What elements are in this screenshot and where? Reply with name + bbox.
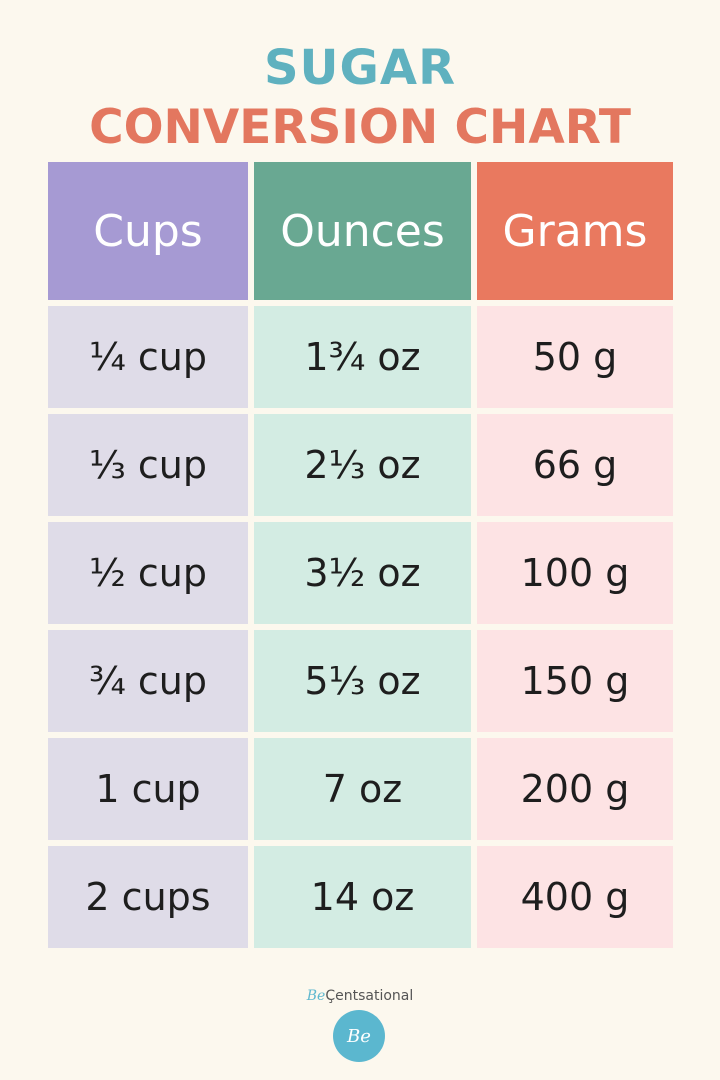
cell-ounces: 3½ oz: [254, 522, 471, 624]
cell-cups: 2 cups: [48, 846, 248, 948]
cell-ounces: 14 oz: [254, 846, 471, 948]
title-line-2: CONVERSION CHART: [89, 100, 631, 155]
cell-cups: ½ cup: [48, 522, 248, 624]
brand-name: Çentsational: [325, 988, 414, 1004]
cell-ounces: 5⅓ oz: [254, 630, 471, 732]
header-ounces: Ounces: [254, 162, 471, 300]
cell-grams: 200 g: [477, 738, 673, 840]
cell-grams: 400 g: [477, 846, 673, 948]
title-line-1: SUGAR: [263, 40, 457, 96]
cell-grams: 66 g: [477, 414, 673, 516]
cell-cups: ¾ cup: [48, 630, 248, 732]
header-grams: Grams: [477, 162, 673, 300]
cell-ounces: 2⅓ oz: [254, 414, 471, 516]
header-cups: Cups: [48, 162, 248, 300]
conversion-table: Cups Ounces Grams ¼ cup 1¾ oz 50 g ⅓ cup 2⅓ …: [48, 162, 673, 948]
cell-cups: ⅓ cup: [48, 414, 248, 516]
cell-cups: ¼ cup: [48, 306, 248, 408]
cell-grams: 100 g: [477, 522, 673, 624]
brand-logo: BeÇentsational: [0, 988, 720, 1004]
brand-badge: Be: [333, 1010, 385, 1062]
cell-ounces: 7 oz: [254, 738, 471, 840]
cell-grams: 150 g: [477, 630, 673, 732]
brand-prefix: Be: [306, 988, 326, 1004]
cell-grams: 50 g: [477, 306, 673, 408]
cell-cups: 1 cup: [48, 738, 248, 840]
cell-ounces: 1¾ oz: [254, 306, 471, 408]
